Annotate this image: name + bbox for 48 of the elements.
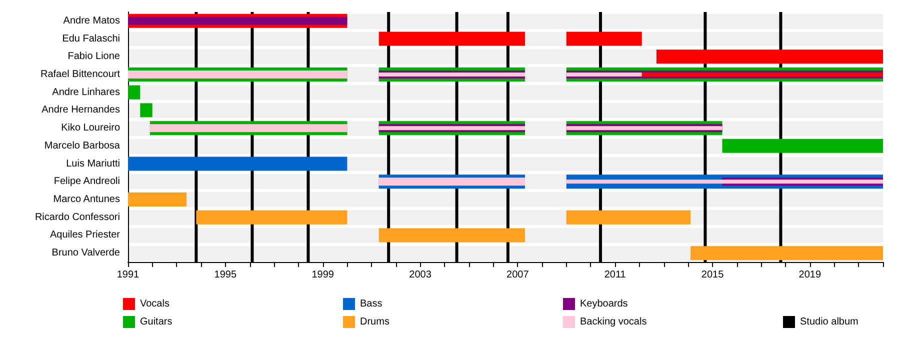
legend-label: Keyboards xyxy=(580,298,628,310)
bar xyxy=(566,32,642,46)
bar xyxy=(642,72,883,76)
legend-label: Guitars xyxy=(140,316,172,328)
bar xyxy=(128,192,186,206)
y-tick-label: Kiko Loureiro xyxy=(61,122,120,134)
x-tick-label: 2003 xyxy=(409,270,432,280)
bar xyxy=(150,124,348,132)
bar xyxy=(378,228,525,242)
y-tick-label: Andre Matos xyxy=(63,15,120,26)
y-tick-label: Fabio Lione xyxy=(68,51,120,62)
x-tick-label: 2015 xyxy=(701,270,724,280)
x-tick-label: 1991 xyxy=(116,270,140,280)
y-tick-label: Aquiles Priester xyxy=(50,230,121,241)
bar xyxy=(378,32,525,46)
bar xyxy=(128,156,348,171)
bar xyxy=(566,210,691,224)
bar xyxy=(128,85,140,100)
y-tick-label: Andre Linhares xyxy=(52,86,120,98)
bar xyxy=(196,210,348,224)
y-tick-label: Marco Antunes xyxy=(53,194,120,205)
bar xyxy=(656,50,883,64)
y-tick-label: Ricardo Confessori xyxy=(34,212,120,223)
bar xyxy=(722,138,883,153)
x-tick-label: 2011 xyxy=(604,270,626,280)
legend-label: Vocals xyxy=(140,298,170,310)
legend-label: Backing vocals xyxy=(580,316,647,328)
y-tick-label: Bruno Valverde xyxy=(52,248,120,259)
bar xyxy=(690,246,883,260)
y-tick-label: Rafael Bittencourt xyxy=(40,69,120,80)
x-tick-label: 2019 xyxy=(798,270,822,280)
bar xyxy=(566,180,883,184)
y-tick-label: Felipe Andreoli xyxy=(54,176,120,188)
x-tick-label: 1995 xyxy=(214,270,237,280)
x-tick-label: 1999 xyxy=(312,270,334,280)
bar xyxy=(140,103,152,118)
bar xyxy=(566,72,642,76)
legend-label: Drums xyxy=(360,316,390,328)
y-tick-label: Andre Hernandes xyxy=(42,104,120,116)
x-tick-label: 2007 xyxy=(506,270,530,280)
y-tick-label: Edu Falaschi xyxy=(62,33,120,44)
y-tick-label: Luis Mariutti xyxy=(66,158,120,170)
y-tick-label: Marcelo Barbosa xyxy=(44,140,120,152)
bar xyxy=(128,16,348,25)
bar xyxy=(378,178,525,186)
legend-label: Studio album xyxy=(800,316,858,328)
legend-label: Bass xyxy=(360,298,382,310)
bar xyxy=(128,70,348,78)
